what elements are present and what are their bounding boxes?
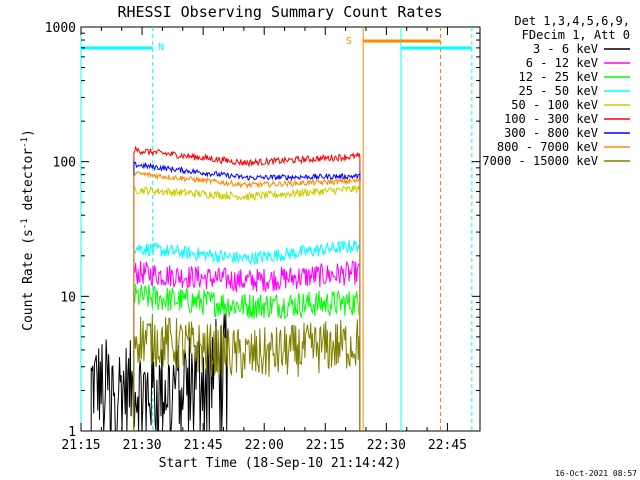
y-axis-label-part: Count Rate (s [21, 229, 36, 331]
annotation-s: S [346, 36, 352, 47]
y-axis-label-sup: -1 [20, 218, 30, 229]
annotation-n: N [158, 42, 164, 53]
legend: Det 1,3,4,5,6,9, FDecim 1, Att 0 3 - 6 k… [482, 14, 630, 168]
legend-label: 300 - 800 keV [504, 126, 598, 140]
series-line-1 [133, 260, 361, 431]
x-tick-label: 21:45 [184, 438, 223, 453]
x-tick-label: 22:00 [245, 438, 284, 453]
y-tick-label: 1000 [45, 21, 76, 36]
series-layer [90, 145, 361, 432]
legend-header-line: Det 1,3,4,5,6,9, [514, 14, 630, 28]
timestamp: 16-Oct-2021 08:57 [555, 469, 637, 478]
legend-header-line: FDecim 1, Att 0 [522, 28, 630, 42]
y-axis-label: Count Rate (s-1 detector-1) [20, 129, 36, 331]
legend-label: 800 - 7000 keV [497, 140, 598, 154]
y-axis-label-part: detector [21, 148, 36, 219]
series-line-2 [133, 283, 361, 431]
series-line-4 [133, 184, 361, 431]
legend-label: 50 - 100 keV [511, 98, 598, 112]
y-tick-label: 100 [53, 156, 76, 171]
series-line-5 [133, 145, 361, 431]
plot-area: 21:15 21:30 21:45 22:00 22:15 22:30 22:45 1101… [45, 21, 481, 453]
y-tick-label: 10 [60, 290, 76, 305]
x-tick-label: 22:15 [306, 438, 345, 453]
series-line-8 [133, 313, 361, 431]
legend-label: 6 - 12 keV [526, 56, 598, 70]
x-tick-label: 21:15 [61, 438, 100, 453]
legend-label: 25 - 50 keV [519, 84, 598, 98]
y-axis-label-part: ) [21, 129, 36, 137]
series-line-0 [90, 312, 229, 432]
x-axis-ticks: 21:15 21:30 21:45 22:00 22:15 22:30 22:45 [61, 27, 467, 453]
y-tick-label: 1 [68, 425, 76, 440]
series-line-3 [133, 238, 361, 431]
legend-label: 7000 - 15000 keV [482, 154, 598, 168]
x-tick-label: 21:30 [123, 438, 162, 453]
x-tick-label: 22:45 [428, 438, 467, 453]
x-tick-label: 22:30 [367, 438, 406, 453]
chart-title: RHESSI Observing Summary Count Rates [117, 3, 442, 21]
series-line-6 [133, 160, 361, 431]
legend-label: 100 - 300 keV [504, 112, 598, 126]
y-axis-label-sup: -1 [20, 137, 30, 148]
legend-label: 3 - 6 keV [533, 42, 598, 56]
legend-label: 12 - 25 keV [519, 70, 598, 84]
y-axis-ticks: 1 10 100 1000 [45, 21, 480, 440]
x-axis-label: Start Time (18-Sep-10 21:14:42) [159, 456, 402, 471]
series-line-7 [133, 171, 361, 431]
